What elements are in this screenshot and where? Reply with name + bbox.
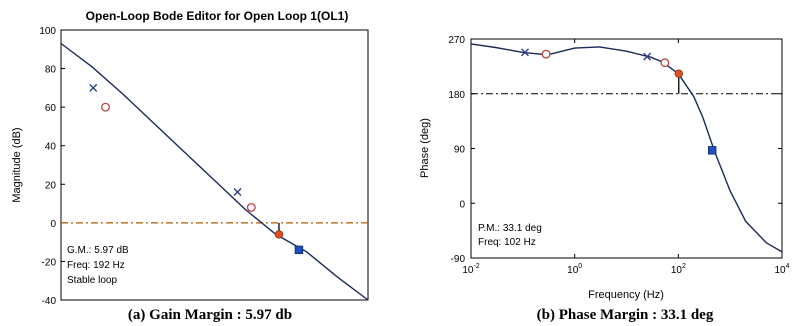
open-circle-marker <box>101 102 110 112</box>
magnitude-axes <box>60 29 369 301</box>
open-circle-marker <box>246 202 256 212</box>
y-tick-label: 100 <box>39 26 56 37</box>
phase-ylabel: Phase (deg) <box>419 118 431 178</box>
margin-point-marker <box>274 230 284 239</box>
magnitude-y-ticks: 100 80 60 40 20 0 -20 -40 <box>39 26 65 307</box>
x-tick-label: 10-2 <box>462 263 479 276</box>
chart-title: Open-Loop Bode Editor for Open Loop 1(OL… <box>86 9 349 23</box>
x-marker-stroke <box>643 52 652 61</box>
x-tick-exponent: -2 <box>473 263 479 270</box>
stable-loop-label: Stable loop <box>67 275 117 286</box>
x-tick-label: 104 <box>774 263 789 276</box>
magnitude-markers <box>89 83 304 255</box>
phase-curve <box>470 43 783 253</box>
phase-xlabel: Frequency (Hz) <box>588 289 664 301</box>
open-circle-marker <box>660 58 670 68</box>
y-tick-label: -40 <box>42 296 57 307</box>
pm-freq: Freq: 102 Hz <box>478 237 536 248</box>
x-tick-exponent: 2 <box>682 263 686 270</box>
margin-point-marker <box>674 69 683 78</box>
x-marker <box>521 48 529 57</box>
pm-value: P.M.: 33.1 deg <box>478 223 542 234</box>
x-marker-stroke <box>521 48 529 57</box>
y-tick-label: 0 <box>459 199 465 210</box>
x-marker-stroke <box>233 188 242 196</box>
y-tick-label: -20 <box>42 257 57 268</box>
x-tick-label: 100 <box>567 263 582 276</box>
caption-gain-margin: (a) Gain Margin : 5.97 db <box>128 307 292 323</box>
x-marker <box>89 83 98 92</box>
gm-freq: Freq: 192 Hz <box>67 260 125 271</box>
y-tick-label: -90 <box>451 254 466 265</box>
y-tick-label: 270 <box>448 35 465 46</box>
pole-marker <box>294 245 304 255</box>
x-tick-exponent: 0 <box>578 263 582 270</box>
phase-markers <box>521 48 717 155</box>
x-tick-label: 102 <box>671 263 686 276</box>
y-tick-label: 60 <box>45 103 57 114</box>
x-marker <box>643 52 652 61</box>
x-tick-exponent: 4 <box>786 263 790 270</box>
gm-value: G.M.: 5.97 dB <box>67 245 129 256</box>
y-tick-label: 0 <box>50 219 56 230</box>
magnitude-chart: Open-Loop Bode Editor for Open Loop 1(OL… <box>11 9 369 307</box>
y-tick-label: 90 <box>454 145 466 156</box>
pole-marker <box>707 146 717 155</box>
y-tick-label: 20 <box>45 180 57 191</box>
x-marker-stroke <box>89 83 98 92</box>
caption-phase-margin: (b) Phase Margin : 33.1 deg <box>537 307 714 323</box>
magnitude-curve <box>60 42 369 301</box>
y-tick-label: 180 <box>448 90 465 101</box>
open-circle-marker <box>541 49 551 59</box>
magnitude-ylabel: Magnitude (dB) <box>11 127 23 202</box>
x-marker <box>233 188 242 196</box>
y-tick-label: 80 <box>45 65 57 76</box>
y-tick-label: 40 <box>45 142 57 153</box>
